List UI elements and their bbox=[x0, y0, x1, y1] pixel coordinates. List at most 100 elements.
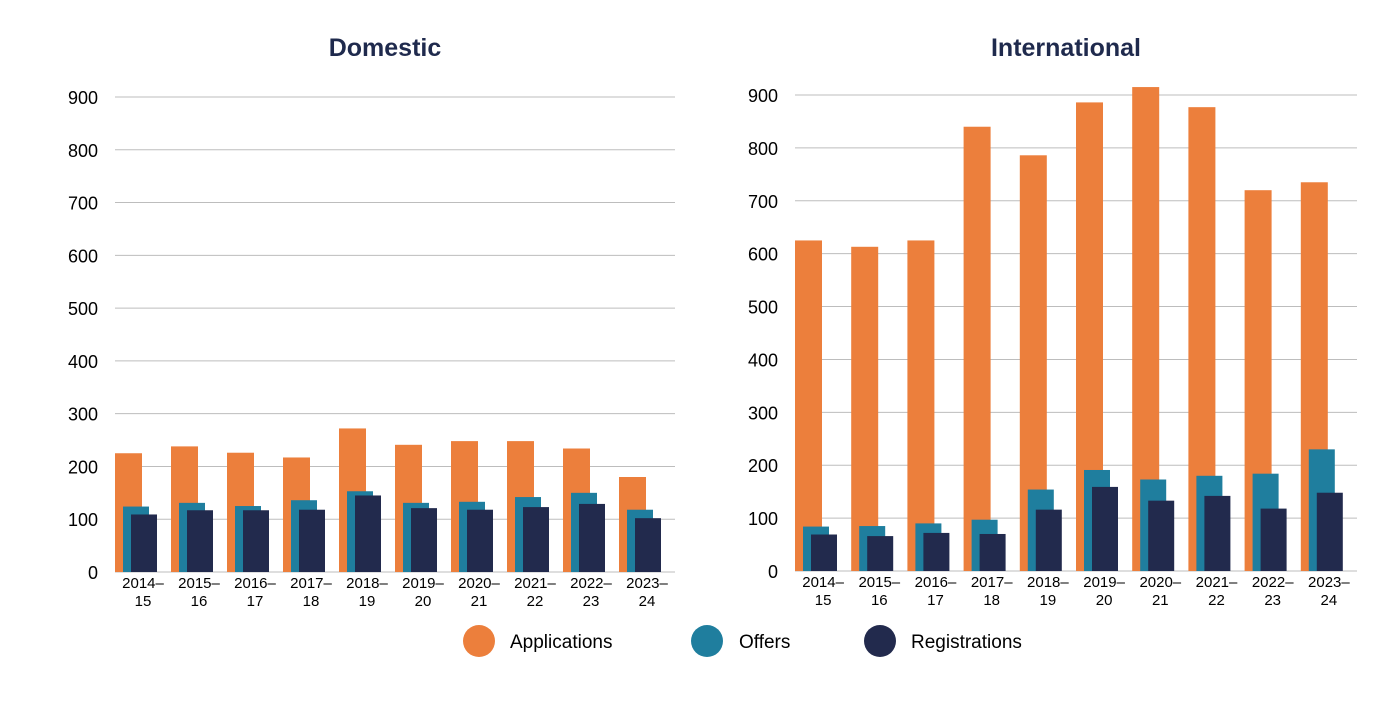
international-y-tick-label: 400 bbox=[748, 350, 778, 370]
legend-label-applications: Applications bbox=[510, 632, 612, 653]
international-y-tick-label: 900 bbox=[748, 86, 778, 106]
domestic-x-tick-label-line: 24 bbox=[639, 593, 656, 610]
domestic-x-tick-label-line: 2021– bbox=[514, 575, 556, 592]
international-chart: International 0 100 200 300 400 500 600 700 800 9… bbox=[748, 34, 1357, 609]
domestic-x-tick-label: 2021– 22 bbox=[514, 575, 556, 610]
domestic-x-tick-label: 2015– 16 bbox=[178, 575, 220, 610]
domestic-x-tick-label: 2019– 20 bbox=[402, 575, 444, 610]
international-x-tick-label: 2022– 23 bbox=[1252, 574, 1294, 609]
international-x-tick-label: 2023– 24 bbox=[1308, 574, 1350, 609]
international-y-tick-label: 200 bbox=[748, 456, 778, 476]
international-bar-registrations-4 bbox=[1035, 509, 1062, 571]
domestic-bar-registrations-8 bbox=[579, 503, 605, 572]
international-bar-registrations-0 bbox=[811, 534, 837, 571]
legend-marker-applications bbox=[463, 625, 495, 657]
domestic-x-tick-label: 2023– 24 bbox=[626, 575, 668, 610]
domestic-bars bbox=[115, 428, 661, 572]
domestic-bar-registrations-0 bbox=[131, 514, 157, 572]
international-x-tick-label-line: 16 bbox=[871, 592, 888, 609]
international-bar-applications-1 bbox=[851, 246, 879, 571]
domestic-x-tick-label-line: 15 bbox=[135, 593, 152, 610]
international-x-tick-label-line: 2022– bbox=[1252, 574, 1294, 591]
domestic-x-tick-label-line: 2022– bbox=[570, 575, 612, 592]
international-x-tick-label-line: 19 bbox=[1040, 592, 1057, 609]
domestic-x-tick-label-line: 19 bbox=[359, 593, 376, 610]
domestic-bar-registrations-2 bbox=[243, 510, 269, 572]
domestic-y-tick-label: 600 bbox=[68, 246, 98, 266]
domestic-x-tick-label-line: 2017– bbox=[290, 575, 332, 592]
domestic-y-tick-label: 400 bbox=[68, 352, 98, 372]
international-x-tick-label-line: 2023– bbox=[1308, 574, 1350, 591]
international-x-tick-label: 2020– 21 bbox=[1139, 574, 1181, 609]
domestic-bar-registrations-3 bbox=[299, 509, 325, 572]
domestic-x-tick-label: 2017– 18 bbox=[290, 575, 332, 610]
domestic-x-tick-label-line: 21 bbox=[471, 593, 488, 610]
domestic-x-tick-label-line: 18 bbox=[303, 593, 320, 610]
domestic-bar-registrations-7 bbox=[523, 507, 549, 572]
domestic-y-tick-label: 0 bbox=[88, 563, 98, 583]
domestic-y-tick-label: 500 bbox=[68, 299, 98, 319]
domestic-bar-registrations-4 bbox=[355, 495, 381, 572]
international-x-tick-label-line: 23 bbox=[1264, 592, 1281, 609]
international-bar-registrations-1 bbox=[867, 536, 894, 571]
domestic-x-tick-label-line: 2016– bbox=[234, 575, 276, 592]
legend-label-registrations: Registrations bbox=[911, 632, 1022, 653]
domestic-bar-registrations-6 bbox=[467, 509, 493, 572]
domestic-x-tick-label: 2016– 17 bbox=[234, 575, 276, 610]
domestic-x-tick-label-line: 2019– bbox=[402, 575, 444, 592]
international-y-tick-label: 300 bbox=[748, 403, 778, 423]
domestic-x-tick-label-line: 16 bbox=[191, 593, 208, 610]
domestic-y-tick-label: 900 bbox=[68, 88, 98, 108]
domestic-x-tick-label: 2020– 21 bbox=[458, 575, 500, 610]
international-bar-registrations-9 bbox=[1316, 492, 1343, 571]
domestic-x-tick-label-line: 2014– bbox=[122, 575, 164, 592]
domestic-y-tick-label: 300 bbox=[68, 405, 98, 425]
domestic-x-tick-label-line: 2020– bbox=[458, 575, 500, 592]
domestic-x-tick-label-line: 2018– bbox=[346, 575, 388, 592]
international-x-tick-label-line: 22 bbox=[1208, 592, 1225, 609]
international-x-tick-label-line: 2019– bbox=[1083, 574, 1125, 591]
domestic-x-tick-label-line: 22 bbox=[527, 593, 544, 610]
international-y-tick-label: 500 bbox=[748, 298, 778, 318]
legend-marker-offers bbox=[691, 625, 723, 657]
international-x-tick-label-line: 15 bbox=[815, 592, 832, 609]
international-x-tick-label-line: 2020– bbox=[1139, 574, 1181, 591]
international-x-tick-label-line: 21 bbox=[1152, 592, 1169, 609]
international-y-tick-label: 0 bbox=[768, 562, 778, 582]
domestic-x-tick-label: 2022– 23 bbox=[570, 575, 612, 610]
international-x-tick-label-line: 24 bbox=[1321, 592, 1338, 609]
international-x-tick-label-line: 2021– bbox=[1196, 574, 1238, 591]
international-bar-registrations-8 bbox=[1260, 508, 1287, 571]
domestic-y-tick-label: 700 bbox=[68, 194, 98, 214]
international-bar-registrations-3 bbox=[979, 533, 1006, 571]
legend: Applications Offers Registrations bbox=[463, 625, 1022, 657]
domestic-bar-registrations-1 bbox=[187, 510, 213, 572]
international-bar-registrations-7 bbox=[1204, 495, 1231, 571]
domestic-y-tick-label: 800 bbox=[68, 141, 98, 161]
international-bar-applications-0 bbox=[795, 240, 822, 571]
domestic-chart-title: Domestic bbox=[329, 34, 442, 62]
legend-label-offers: Offers bbox=[739, 632, 790, 653]
domestic-x-tick-label-line: 20 bbox=[415, 593, 432, 610]
domestic-x-tick-label-line: 17 bbox=[247, 593, 264, 610]
international-x-tick-label-line: 2016– bbox=[915, 574, 957, 591]
international-x-tick-label-line: 2018– bbox=[1027, 574, 1069, 591]
international-x-tick-label: 2019– 20 bbox=[1083, 574, 1125, 609]
international-bar-registrations-6 bbox=[1148, 500, 1175, 571]
international-bar-registrations-2 bbox=[923, 532, 950, 571]
international-x-tick-label: 2021– 22 bbox=[1196, 574, 1238, 609]
domestic-y-tick-label: 100 bbox=[68, 510, 98, 530]
international-x-tick-label: 2016– 17 bbox=[915, 574, 957, 609]
domestic-bar-registrations-5 bbox=[411, 508, 437, 572]
international-x-tick-label-line: 20 bbox=[1096, 592, 1113, 609]
domestic-x-tick-label-line: 23 bbox=[583, 593, 600, 610]
international-x-tick-label-line: 2014– bbox=[802, 574, 844, 591]
international-bar-applications-2 bbox=[907, 240, 935, 571]
domestic-y-tick-label: 200 bbox=[68, 457, 98, 477]
international-x-tick-label: 2018– 19 bbox=[1027, 574, 1069, 609]
international-x-tick-label-line: 2017– bbox=[971, 574, 1013, 591]
international-x-tick-label: 2015– 16 bbox=[858, 574, 900, 609]
international-x-tick-label-line: 2015– bbox=[858, 574, 900, 591]
